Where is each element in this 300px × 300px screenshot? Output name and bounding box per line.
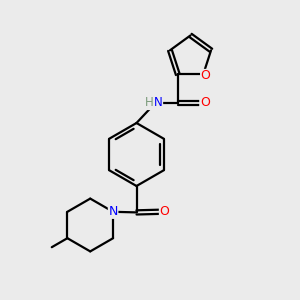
Text: N: N	[108, 205, 118, 218]
Text: O: O	[200, 97, 210, 110]
Text: H: H	[145, 97, 154, 110]
Text: O: O	[201, 70, 211, 83]
Text: O: O	[160, 205, 169, 218]
Text: N: N	[154, 97, 163, 110]
